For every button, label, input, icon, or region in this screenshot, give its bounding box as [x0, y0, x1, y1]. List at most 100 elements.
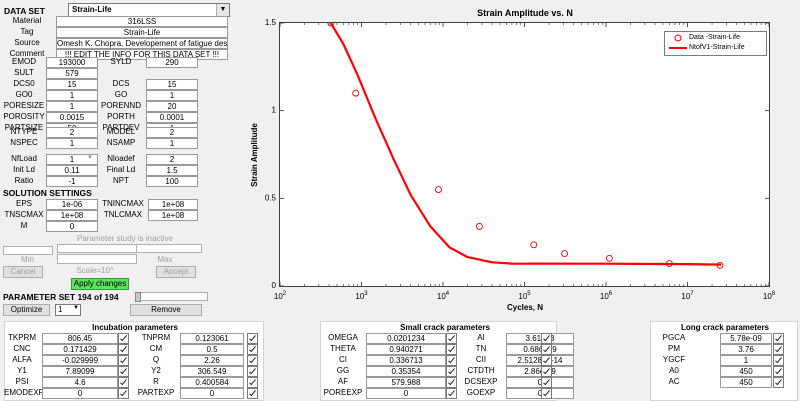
param-checkbox[interactable]: [118, 333, 129, 344]
param-field[interactable]: 0.123061: [180, 333, 244, 344]
param-field[interactable]: 290: [146, 57, 198, 68]
param-field[interactable]: 0: [506, 377, 574, 388]
param-checkbox[interactable]: [247, 344, 258, 355]
param-field[interactable]: 2.26: [180, 355, 244, 366]
param-checkbox[interactable]: [446, 366, 457, 377]
param-field[interactable]: 7.89099: [42, 366, 118, 377]
param-field[interactable]: 1.5: [146, 165, 198, 176]
param-field[interactable]: 306.549: [180, 366, 244, 377]
param-field[interactable]: 3.61453: [506, 333, 574, 344]
param-checkbox[interactable]: [446, 355, 457, 366]
param-min-field[interactable]: [57, 254, 137, 264]
param-slider-left[interactable]: [3, 246, 53, 255]
param-slider-right[interactable]: [136, 244, 202, 253]
param-field[interactable]: 0.940271: [366, 344, 446, 355]
param-checkbox[interactable]: [773, 377, 784, 388]
param-field[interactable]: 0.0201234: [366, 333, 446, 344]
param-checkbox[interactable]: [773, 344, 784, 355]
param-checkbox[interactable]: [446, 344, 457, 355]
param-field[interactable]: 4.6: [42, 377, 118, 388]
param-field[interactable]: 0.171429: [42, 344, 118, 355]
param-field[interactable]: 0.686369: [506, 344, 574, 355]
param-slider-mid[interactable]: [57, 244, 137, 253]
param-field[interactable]: 2: [146, 127, 198, 138]
param-checkbox[interactable]: [247, 355, 258, 366]
param-field[interactable]: 579.988: [366, 377, 446, 388]
solution-field[interactable]: 1e-06: [46, 199, 98, 210]
param-field[interactable]: 5.78e-09: [720, 333, 772, 344]
param-checkbox[interactable]: [541, 366, 552, 377]
field-value[interactable]: Strain-Life: [56, 27, 228, 38]
param-field[interactable]: -1: [46, 176, 98, 187]
param-checkbox[interactable]: [247, 388, 258, 399]
param-checkbox[interactable]: [541, 377, 552, 388]
field-value[interactable]: 316LSS: [56, 16, 228, 27]
param-checkbox[interactable]: [118, 344, 129, 355]
slider-thumb[interactable]: [135, 292, 141, 302]
param-field[interactable]: 0.0015: [46, 112, 98, 123]
param-checkbox[interactable]: [541, 333, 552, 344]
param-field[interactable]: 450: [720, 366, 772, 377]
param-checkbox[interactable]: [773, 333, 784, 344]
param-field[interactable]: 1: [46, 101, 98, 112]
param-field[interactable]: 20: [146, 101, 198, 112]
param-checkbox[interactable]: [446, 388, 457, 399]
optimize-count-select[interactable]: 1 ▼: [55, 304, 81, 316]
param-checkbox[interactable]: [247, 333, 258, 344]
field-value[interactable]: Omesh K. Chopra, Developement of fatigue…: [56, 38, 228, 49]
solution-field[interactable]: 1e+08: [148, 199, 198, 210]
cancel-button[interactable]: Cancel: [3, 266, 43, 278]
param-checkbox[interactable]: [247, 377, 258, 388]
param-field[interactable]: 0: [506, 388, 574, 399]
solution-field[interactable]: 1e+08: [46, 210, 98, 221]
param-field[interactable]: 0: [366, 388, 446, 399]
param-checkbox[interactable]: [773, 355, 784, 366]
param-field[interactable]: 15: [146, 79, 198, 90]
param-checkbox[interactable]: [541, 344, 552, 355]
param-field[interactable]: 0.35354: [366, 366, 446, 377]
param-field[interactable]: 3.76: [720, 344, 772, 355]
remove-button[interactable]: Remove: [130, 304, 202, 316]
plot-area[interactable]: [279, 22, 770, 287]
param-field[interactable]: 2: [46, 127, 98, 138]
solution-field[interactable]: 1e+08: [148, 210, 198, 221]
param-field[interactable]: 1: [720, 355, 772, 366]
param-checkbox[interactable]: [541, 355, 552, 366]
param-checkbox[interactable]: [118, 355, 129, 366]
accept-button[interactable]: Accept: [156, 266, 196, 278]
param-field[interactable]: 1: [146, 90, 198, 101]
param-field[interactable]: 0.11: [46, 165, 98, 176]
param-checkbox[interactable]: [118, 366, 129, 377]
param-field[interactable]: 1: [146, 138, 198, 149]
param-field[interactable]: 100: [146, 176, 198, 187]
param-checkbox[interactable]: [773, 366, 784, 377]
param-checkbox[interactable]: [541, 388, 552, 399]
param-field[interactable]: 579: [46, 68, 98, 79]
param-checkbox[interactable]: [247, 366, 258, 377]
param-checkbox[interactable]: [118, 388, 129, 399]
param-field[interactable]: 0.400584: [180, 377, 244, 388]
param-field[interactable]: 2: [146, 154, 198, 165]
param-field[interactable]: 0: [42, 388, 118, 399]
dataset-select[interactable]: Strain-Life ▼: [68, 3, 230, 17]
param-field[interactable]: 15: [46, 79, 98, 90]
apply-changes-button[interactable]: Apply changes: [71, 278, 129, 290]
paramset-slider[interactable]: [135, 292, 208, 302]
param-field[interactable]: 450: [720, 377, 772, 388]
param-field[interactable]: 806.45: [42, 333, 118, 344]
param-checkbox[interactable]: [446, 377, 457, 388]
param-field[interactable]: 0.0001: [146, 112, 198, 123]
param-checkbox[interactable]: [446, 333, 457, 344]
solution-field[interactable]: 0: [46, 221, 98, 232]
param-field[interactable]: 2.86e-09: [506, 366, 574, 377]
param-field[interactable]: -0.029999: [42, 355, 118, 366]
param-field[interactable]: 2.51287e-14: [506, 355, 574, 366]
param-field[interactable]: 1: [46, 90, 98, 101]
param-field[interactable]: 0.5: [180, 344, 244, 355]
param-field[interactable]: 0: [180, 388, 244, 399]
field-value[interactable]: !!! EDIT THE INFO FOR THIS DATA SET !!!: [56, 49, 228, 60]
param-field[interactable]: 0.336713: [366, 355, 446, 366]
param-field[interactable]: 193000: [46, 57, 98, 68]
optimize-button[interactable]: Optimize: [3, 304, 50, 316]
param-field[interactable]: 1: [46, 138, 98, 149]
